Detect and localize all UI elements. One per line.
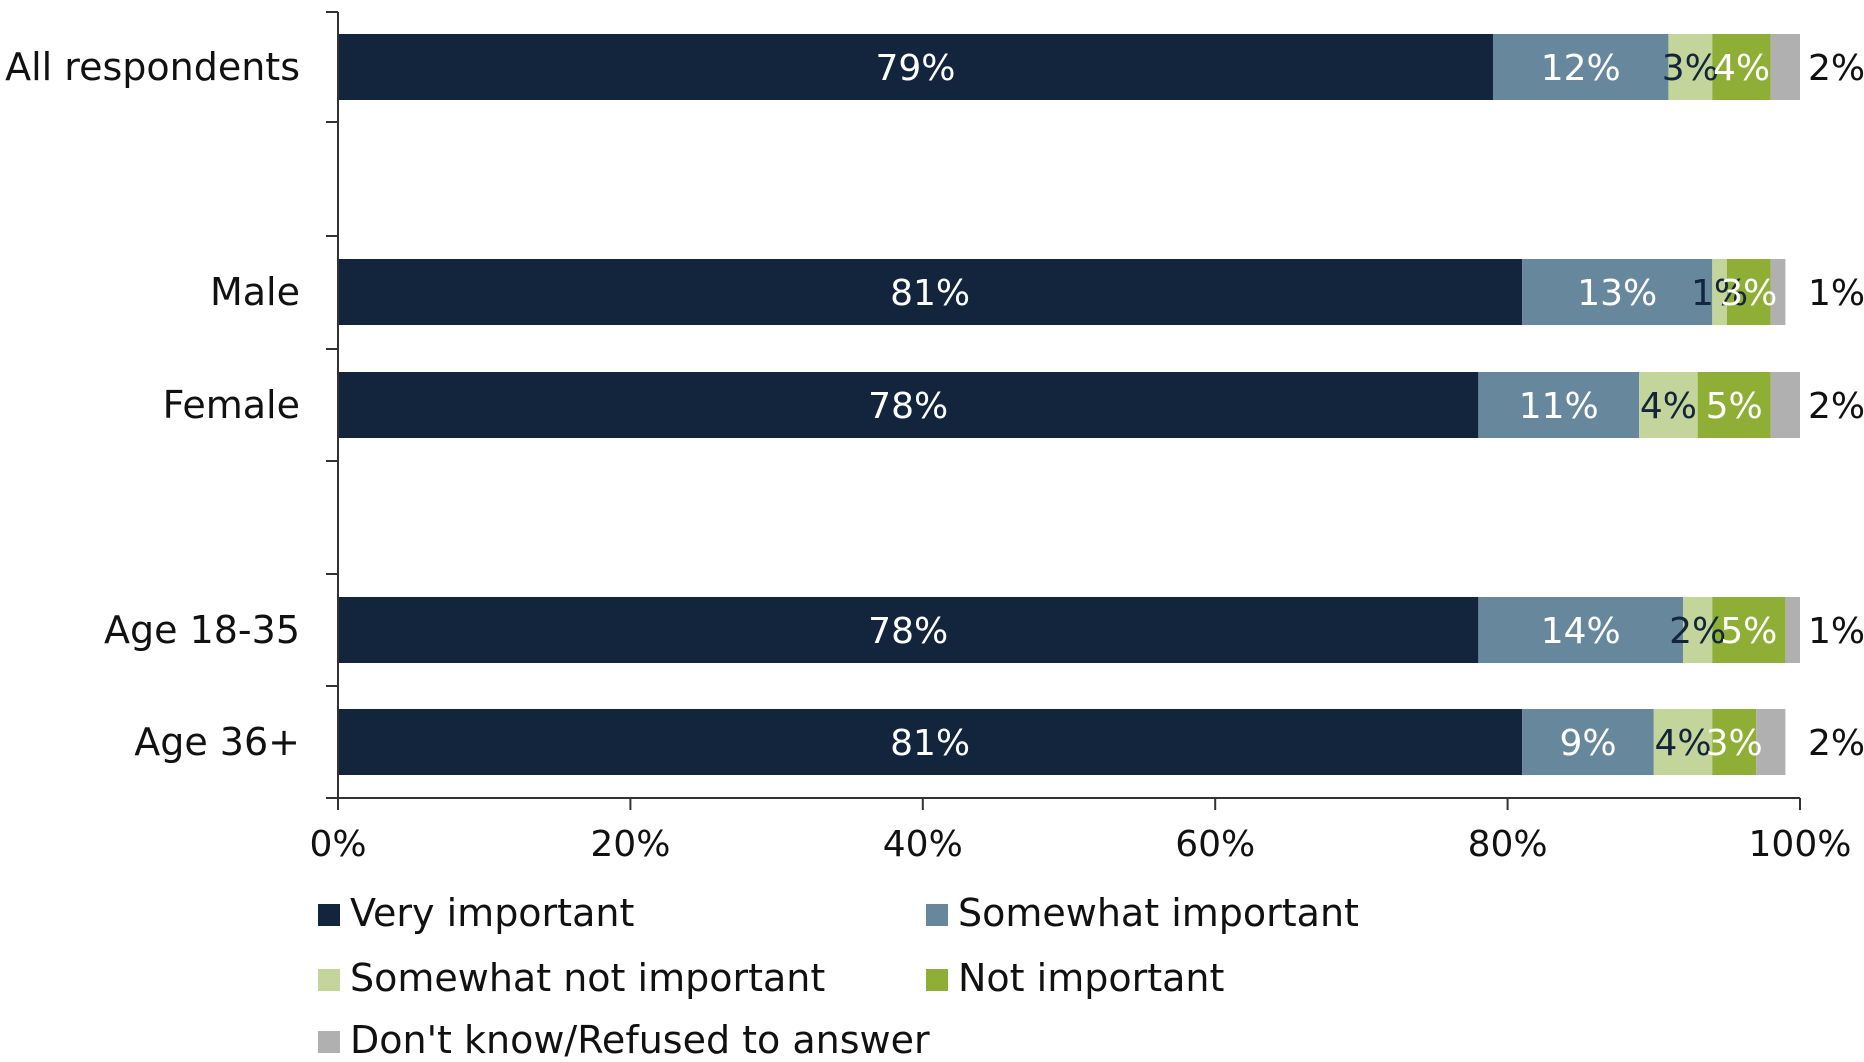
bar-data-label: 11% bbox=[1519, 386, 1599, 427]
bar-segment bbox=[1522, 709, 1654, 775]
bar-data-label: 81% bbox=[890, 723, 970, 764]
category-label: Age 36+ bbox=[134, 720, 300, 764]
bar-segment bbox=[1712, 34, 1771, 100]
category-label: Male bbox=[210, 270, 300, 314]
bar-segment bbox=[338, 709, 1523, 775]
category-label: All respondents bbox=[5, 45, 300, 89]
bar-data-label: 3% bbox=[1706, 723, 1763, 764]
bar-data-label: 81% bbox=[890, 273, 970, 314]
legend-label: Somewhat important bbox=[958, 891, 1359, 935]
bar-segment bbox=[1492, 34, 1669, 100]
bar-segment bbox=[1712, 259, 1727, 325]
bar-data-label: 78% bbox=[868, 386, 948, 427]
bar-data-label: 4% bbox=[1654, 723, 1711, 764]
legend-swatch bbox=[318, 1031, 340, 1053]
x-tick-label: 40% bbox=[883, 824, 963, 865]
bar-data-label: 4% bbox=[1640, 386, 1697, 427]
legend-swatch bbox=[926, 969, 948, 991]
legend-label: Don't know/Refused to answer bbox=[350, 1018, 930, 1062]
legend-label: Very important bbox=[350, 891, 634, 935]
bar-segment bbox=[1726, 259, 1771, 325]
x-tick-label: 60% bbox=[1175, 824, 1255, 865]
bar-data-label: 1% bbox=[1808, 273, 1864, 314]
bar-segment bbox=[1770, 259, 1786, 325]
bar-data-label: 78% bbox=[868, 611, 948, 652]
bar-segment bbox=[1478, 597, 1684, 663]
bar-data-label: 9% bbox=[1559, 723, 1616, 764]
legend-label: Somewhat not important bbox=[350, 956, 825, 1000]
bar-data-label: 14% bbox=[1541, 611, 1621, 652]
bar-segment bbox=[1756, 709, 1786, 775]
bar-segment bbox=[1712, 597, 1786, 663]
legend-swatch bbox=[318, 969, 340, 991]
bar-segment bbox=[1668, 34, 1713, 100]
bar-data-label: 5% bbox=[1720, 611, 1777, 652]
bar-segment bbox=[1770, 34, 1800, 100]
bar-data-label: 3% bbox=[1720, 273, 1777, 314]
bar-segment bbox=[338, 259, 1523, 325]
x-tick-label: 100% bbox=[1749, 824, 1852, 865]
x-tick-label: 0% bbox=[309, 824, 366, 865]
bar-segment bbox=[1785, 597, 1800, 663]
legend-swatch bbox=[926, 904, 948, 926]
bar-segment bbox=[1697, 372, 1771, 438]
x-tick-label: 80% bbox=[1468, 824, 1548, 865]
bar-segment bbox=[338, 372, 1479, 438]
bar-segment bbox=[1712, 709, 1757, 775]
bar-data-label: 2% bbox=[1808, 48, 1864, 89]
legend-swatch bbox=[318, 904, 340, 926]
bar-data-label: 2% bbox=[1808, 723, 1864, 764]
bar-segment bbox=[1522, 259, 1713, 325]
bar-segment bbox=[1639, 372, 1698, 438]
bar-data-label: 1% bbox=[1691, 273, 1748, 314]
bar-segment bbox=[338, 34, 1493, 100]
x-tick-label: 20% bbox=[590, 824, 670, 865]
bar-segment bbox=[1478, 372, 1640, 438]
bar-data-label: 5% bbox=[1706, 386, 1763, 427]
legend-label: Not important bbox=[958, 956, 1224, 1000]
bar-data-label: 13% bbox=[1577, 273, 1657, 314]
bar-data-label: 2% bbox=[1669, 611, 1726, 652]
bar-data-label: 4% bbox=[1713, 48, 1770, 89]
bar-data-label: 1% bbox=[1808, 611, 1864, 652]
bar-data-label: 2% bbox=[1808, 386, 1864, 427]
category-label: Female bbox=[163, 383, 300, 427]
bar-segment bbox=[338, 597, 1479, 663]
bar-segment bbox=[1683, 597, 1713, 663]
category-label: Age 18-35 bbox=[104, 608, 300, 652]
bar-data-label: 3% bbox=[1662, 48, 1719, 89]
bar-data-label: 12% bbox=[1541, 48, 1621, 89]
bar-segment bbox=[1770, 372, 1800, 438]
bar-data-label: 79% bbox=[875, 48, 955, 89]
bar-segment bbox=[1653, 709, 1713, 775]
